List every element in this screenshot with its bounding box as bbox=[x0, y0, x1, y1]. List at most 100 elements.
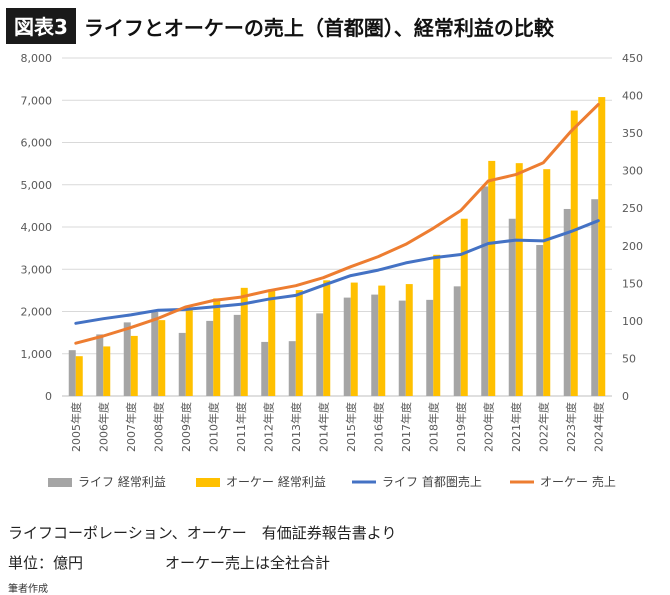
category-label: 2014年度 bbox=[316, 402, 330, 452]
unit-line: 単位：億円 オーケー売上は全社合計 bbox=[8, 552, 648, 573]
bar bbox=[288, 341, 296, 396]
category-label: 2015年度 bbox=[344, 402, 358, 452]
category-label: 2023年度 bbox=[564, 402, 578, 452]
bar bbox=[563, 208, 571, 396]
bar bbox=[426, 299, 434, 396]
right-tick-label: 250 bbox=[622, 202, 643, 215]
right-tick-label: 350 bbox=[622, 127, 643, 140]
category-label: 2008年度 bbox=[151, 402, 165, 452]
bar bbox=[185, 307, 193, 396]
source-note: ライフコーポレーション、オーケー 有価証券報告書より bbox=[8, 524, 397, 542]
bar bbox=[316, 313, 324, 396]
right-tick-label: 100 bbox=[622, 315, 643, 328]
bars-layer bbox=[68, 97, 606, 397]
right-tick-label: 150 bbox=[622, 277, 643, 290]
bar bbox=[123, 322, 131, 396]
bar bbox=[453, 286, 461, 396]
right-tick-label: 400 bbox=[622, 90, 643, 103]
left-tick-label: 4,000 bbox=[21, 221, 53, 234]
series-line bbox=[74, 219, 600, 325]
bar bbox=[233, 314, 241, 396]
bar bbox=[323, 280, 331, 396]
bar bbox=[103, 346, 111, 396]
category-label: 2019年度 bbox=[454, 402, 468, 452]
category-label: 2020年度 bbox=[481, 402, 495, 452]
category-label: 2021年度 bbox=[509, 402, 523, 452]
bar bbox=[75, 356, 83, 396]
left-tick-label: 3,000 bbox=[21, 263, 53, 276]
chart-header: 図表3 ライフとオーケーの売上（首都圏）、経常利益の比較 bbox=[0, 8, 554, 44]
category-label: 2005年度 bbox=[69, 402, 83, 452]
category-label: 2011年度 bbox=[234, 402, 248, 452]
legend-label: オーケー 経常利益 bbox=[226, 475, 326, 489]
category-label: 2024年度 bbox=[591, 402, 605, 452]
bar bbox=[261, 341, 269, 396]
bar bbox=[433, 254, 441, 396]
left-tick-label: 8,000 bbox=[21, 52, 53, 65]
legend: ライフ 経常利益 オーケー 経常利益 ライフ 首都圏売上 オーケー 売上 bbox=[48, 474, 616, 489]
series-line bbox=[74, 103, 600, 345]
author-credit: 筆者作成 bbox=[8, 584, 48, 595]
combo-chart: 0 1,000 2,000 3,000 4,000 5,000 6,000 7,000 8,00… bbox=[21, 52, 644, 489]
bar bbox=[213, 298, 221, 396]
legend-swatch bbox=[196, 478, 220, 487]
bar bbox=[591, 199, 599, 396]
bar bbox=[508, 218, 516, 396]
bar bbox=[543, 169, 551, 396]
bar bbox=[598, 97, 606, 397]
right-axis-ticks: 0 50 100 150 200 250 300 350 400 450 bbox=[622, 52, 643, 403]
left-tick-label: 1,000 bbox=[21, 348, 53, 361]
category-label: 2018年度 bbox=[426, 402, 440, 452]
right-tick-label: 300 bbox=[622, 165, 643, 178]
category-label: 2016年度 bbox=[371, 402, 385, 452]
bar bbox=[350, 282, 358, 396]
right-tick-label: 50 bbox=[622, 352, 636, 365]
category-label: 2013年度 bbox=[289, 402, 303, 452]
category-label: 2017年度 bbox=[399, 402, 413, 452]
bar bbox=[343, 297, 351, 396]
bar bbox=[240, 287, 248, 396]
left-axis-ticks: 0 1,000 2,000 3,000 4,000 5,000 6,000 7,000 8,00… bbox=[21, 52, 53, 403]
bar bbox=[206, 320, 214, 396]
right-tick-label: 450 bbox=[622, 52, 643, 65]
right-tick-label: 200 bbox=[622, 240, 643, 253]
category-label: 2009年度 bbox=[179, 402, 193, 452]
category-label: 2022年度 bbox=[536, 402, 550, 452]
unit-label: 単位：億円 bbox=[8, 554, 84, 572]
category-label: 2007年度 bbox=[124, 402, 138, 452]
sales-note: オーケー売上は全社合計 bbox=[165, 554, 331, 572]
bar bbox=[536, 245, 544, 396]
bar bbox=[96, 334, 104, 396]
legend-label: オーケー 売上 bbox=[540, 474, 616, 489]
bar bbox=[158, 320, 166, 396]
bar bbox=[481, 186, 489, 396]
bar bbox=[405, 284, 413, 396]
bar bbox=[515, 163, 523, 396]
bar bbox=[488, 160, 496, 396]
category-label: 2006年度 bbox=[96, 402, 110, 452]
right-tick-label: 0 bbox=[622, 390, 629, 403]
chart-title: ライフとオーケーの売上（首都圏）、経常利益の比較 bbox=[83, 15, 554, 40]
bar bbox=[570, 110, 578, 397]
bar bbox=[460, 218, 468, 396]
bar bbox=[378, 285, 386, 396]
left-tick-label: 6,000 bbox=[21, 137, 53, 150]
category-label: 2010年度 bbox=[206, 402, 220, 452]
left-tick-label: 5,000 bbox=[21, 179, 53, 192]
legend-swatch bbox=[48, 478, 72, 487]
bar bbox=[68, 350, 76, 396]
bar bbox=[295, 290, 303, 396]
bar bbox=[268, 289, 276, 396]
bar bbox=[398, 300, 406, 396]
figure-badge: 図表3 bbox=[6, 8, 76, 44]
bar bbox=[371, 294, 379, 396]
left-tick-label: 7,000 bbox=[21, 94, 53, 107]
legend-label: ライフ 経常利益 bbox=[78, 475, 166, 489]
left-tick-label: 2,000 bbox=[21, 306, 53, 319]
legend-label: ライフ 首都圏売上 bbox=[382, 474, 482, 489]
bar bbox=[178, 332, 186, 396]
category-labels: 2005年度 2006年度 2007年度 2008年度 2009年度 2010年度 2011… bbox=[69, 402, 606, 452]
gridlines bbox=[62, 57, 612, 397]
left-tick-label: 0 bbox=[45, 390, 52, 403]
bar bbox=[130, 335, 138, 396]
